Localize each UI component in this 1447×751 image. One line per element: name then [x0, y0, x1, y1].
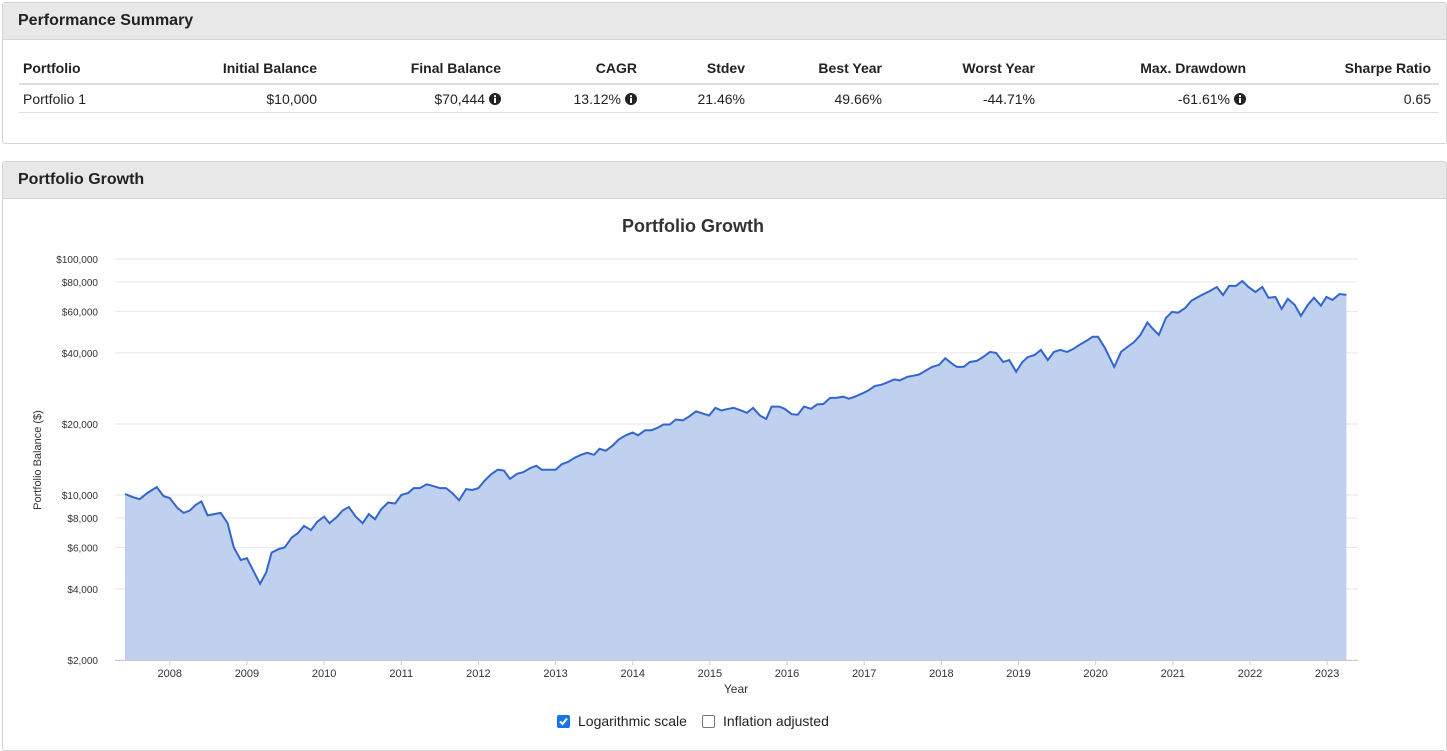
summary-table: Portfolio Initial Balance Final Balance CAG…	[19, 53, 1439, 113]
y-tick-label: $10,000	[62, 491, 99, 502]
panel-title: Portfolio Growth	[3, 162, 1446, 199]
info-icon	[1234, 92, 1246, 105]
checkbox-label: Inflation adjusted	[723, 713, 829, 729]
column-header: Sharpe Ratio	[1254, 53, 1439, 85]
y-tick-label: $40,000	[62, 349, 99, 360]
cell-text: Portfolio 1	[23, 90, 87, 107]
table-row: Portfolio 1 $10,000 $70,444 13.12% 21.46% 49.…	[19, 84, 1439, 113]
y-tick-label: $8,000	[67, 514, 98, 525]
x-tick-label: 2021	[1161, 668, 1185, 680]
x-tick-label: 2022	[1238, 668, 1262, 680]
checkbox-control[interactable]: Logarithmic scale	[557, 713, 687, 729]
table-cell: -44.71%	[890, 84, 1043, 113]
x-tick-label: 2016	[775, 668, 799, 680]
table-cell: $10,000	[161, 84, 325, 113]
x-tick-label: 2019	[1006, 668, 1030, 680]
info-icon	[489, 92, 501, 105]
cell-text: $10,000	[266, 90, 317, 107]
chart: Portfolio Growth Year Portfolio Balance …	[32, 216, 1358, 696]
check-path	[559, 717, 568, 725]
x-tick-label: 2014	[620, 668, 644, 680]
panel-title: Performance Summary	[3, 3, 1446, 40]
cell-text: 0.65	[1403, 90, 1431, 107]
column-header: Worst Year	[890, 53, 1043, 85]
info-icon-dot	[494, 94, 496, 97]
x-tick-label: 2009	[235, 668, 259, 680]
info-icon-dot	[1239, 94, 1241, 97]
x-tick-label: 2010	[312, 668, 336, 680]
table-cell: Portfolio 1	[19, 84, 161, 113]
column-header: Best Year	[753, 53, 890, 85]
x-tick-label: 2023	[1315, 668, 1339, 680]
table-cell: 13.12%	[509, 84, 645, 113]
header-row: Portfolio Initial Balance Final Balance CAG…	[19, 53, 1439, 85]
x-tick-label: 2008	[158, 668, 182, 680]
cell-text: 21.46%	[697, 90, 745, 107]
column-header: Stdev	[645, 53, 753, 85]
checkbox-label: Logarithmic scale	[578, 713, 687, 729]
y-tick-label: $4,000	[67, 585, 98, 596]
y-tick-label: $60,000	[62, 307, 99, 318]
column-header: Max. Drawdown	[1043, 53, 1254, 85]
column-header: Initial Balance	[161, 53, 325, 85]
x-tick-label: 2013	[543, 668, 567, 680]
x-tick-label: 2017	[852, 668, 876, 680]
x-tick-label: 2011	[389, 668, 413, 680]
summary-panel: Performance Summary Portfolio Initial Bal…	[2, 2, 1447, 144]
x-tick-label: 2020	[1083, 668, 1107, 680]
checkbox[interactable]	[557, 714, 570, 728]
y-tick-label: $20,000	[62, 420, 99, 431]
y-axis-label: Portfolio Balance ($)	[32, 410, 44, 510]
cell-text: 13.12%	[573, 90, 621, 107]
x-tick-label: 2012	[466, 668, 490, 680]
table-body: Portfolio 1 $10,000 $70,444 13.12% 21.46% 49.…	[19, 84, 1439, 113]
x-tick-label: 2015	[698, 668, 722, 680]
checkbox[interactable]	[702, 714, 715, 728]
table-cell: 21.46%	[645, 84, 753, 113]
x-tick-label: 2018	[929, 668, 953, 680]
line	[124, 279, 1347, 587]
info-icon-bar	[630, 97, 632, 103]
cell-text: -44.71%	[982, 90, 1035, 107]
cell-text: $70,444	[434, 90, 485, 107]
info-icon-bar	[494, 97, 496, 103]
table-cell: 49.66%	[753, 84, 890, 113]
table-cell: -61.61%	[1043, 84, 1254, 113]
info-icon	[625, 92, 637, 105]
column-header: Final Balance	[325, 53, 509, 85]
table-cell: $70,444	[325, 84, 509, 113]
y-tick-label: $80,000	[62, 278, 99, 289]
cell-text: -61.61%	[1177, 90, 1230, 107]
x-axis-label: Year	[724, 682, 748, 696]
area	[125, 281, 1347, 660]
cell-text: 49.66%	[834, 90, 882, 107]
y-tick-label: $2,000	[67, 656, 98, 667]
checkbox-control[interactable]: Inflation adjusted	[702, 713, 829, 729]
info-icon-dot	[630, 94, 632, 97]
check-mark	[559, 717, 568, 725]
column-header: CAGR	[509, 53, 645, 85]
info-icon-bar	[1239, 97, 1241, 103]
chart-title: Portfolio Growth	[622, 216, 764, 236]
column-header: Portfolio	[19, 53, 161, 85]
y-tick-label: $6,000	[67, 543, 98, 554]
y-tick-label: $100,000	[56, 255, 98, 266]
table-cell: 0.65	[1254, 84, 1439, 113]
